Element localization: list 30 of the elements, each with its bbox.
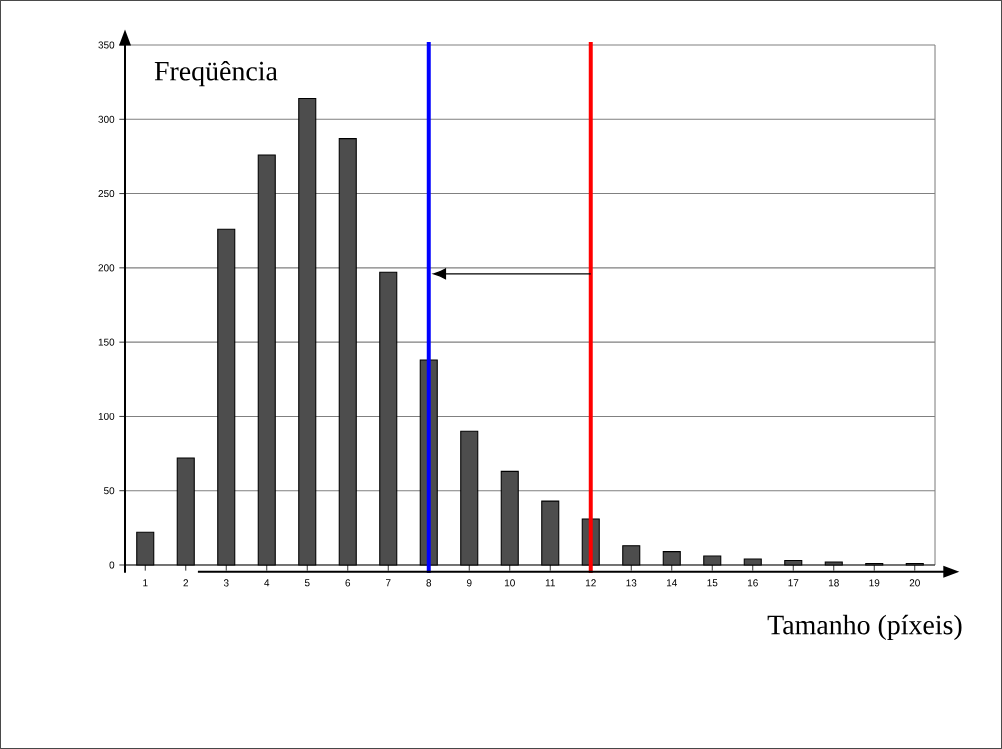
x-tick-label: 11 — [545, 579, 555, 587]
x-tick-label: 4 — [264, 579, 270, 587]
x-tick-label: 15 — [707, 579, 718, 587]
x-tick-label: 7 — [386, 579, 391, 587]
x-tick-label: 10 — [504, 579, 515, 587]
x-tick-label: 9 — [466, 579, 472, 587]
y-tick-label: 50 — [103, 487, 115, 495]
x-tick-label: 6 — [345, 579, 351, 587]
x-tick-label: 14 — [666, 579, 678, 587]
x-tick-label: 13 — [626, 579, 637, 587]
y-axis-title: Freqüência — [154, 60, 278, 87]
y-tick-label: 150 — [98, 338, 115, 346]
y-tick-label: 350 — [98, 41, 115, 49]
x-tick-label: 3 — [223, 579, 229, 587]
y-tick-label: 100 — [98, 412, 115, 420]
x-tick-label: 8 — [426, 579, 432, 587]
x-tick-label: 1 — [143, 579, 148, 587]
y-tick-label: 250 — [98, 190, 115, 198]
x-tick-label: 19 — [869, 579, 880, 587]
y-tick-label: 0 — [109, 561, 115, 569]
x-axis-title: Tamanho (píxeis) — [767, 614, 962, 641]
x-tick-label: 17 — [788, 579, 799, 587]
x-tick-label: 20 — [909, 579, 920, 587]
y-tick-label: 300 — [98, 115, 115, 123]
x-tick-label: 2 — [183, 579, 189, 587]
x-tick-label: 12 — [585, 579, 596, 587]
x-tick-label: 16 — [747, 579, 758, 587]
y-tick-label: 200 — [98, 264, 115, 272]
x-tick-label: 18 — [828, 579, 839, 587]
x-tick-label: 5 — [304, 579, 310, 587]
